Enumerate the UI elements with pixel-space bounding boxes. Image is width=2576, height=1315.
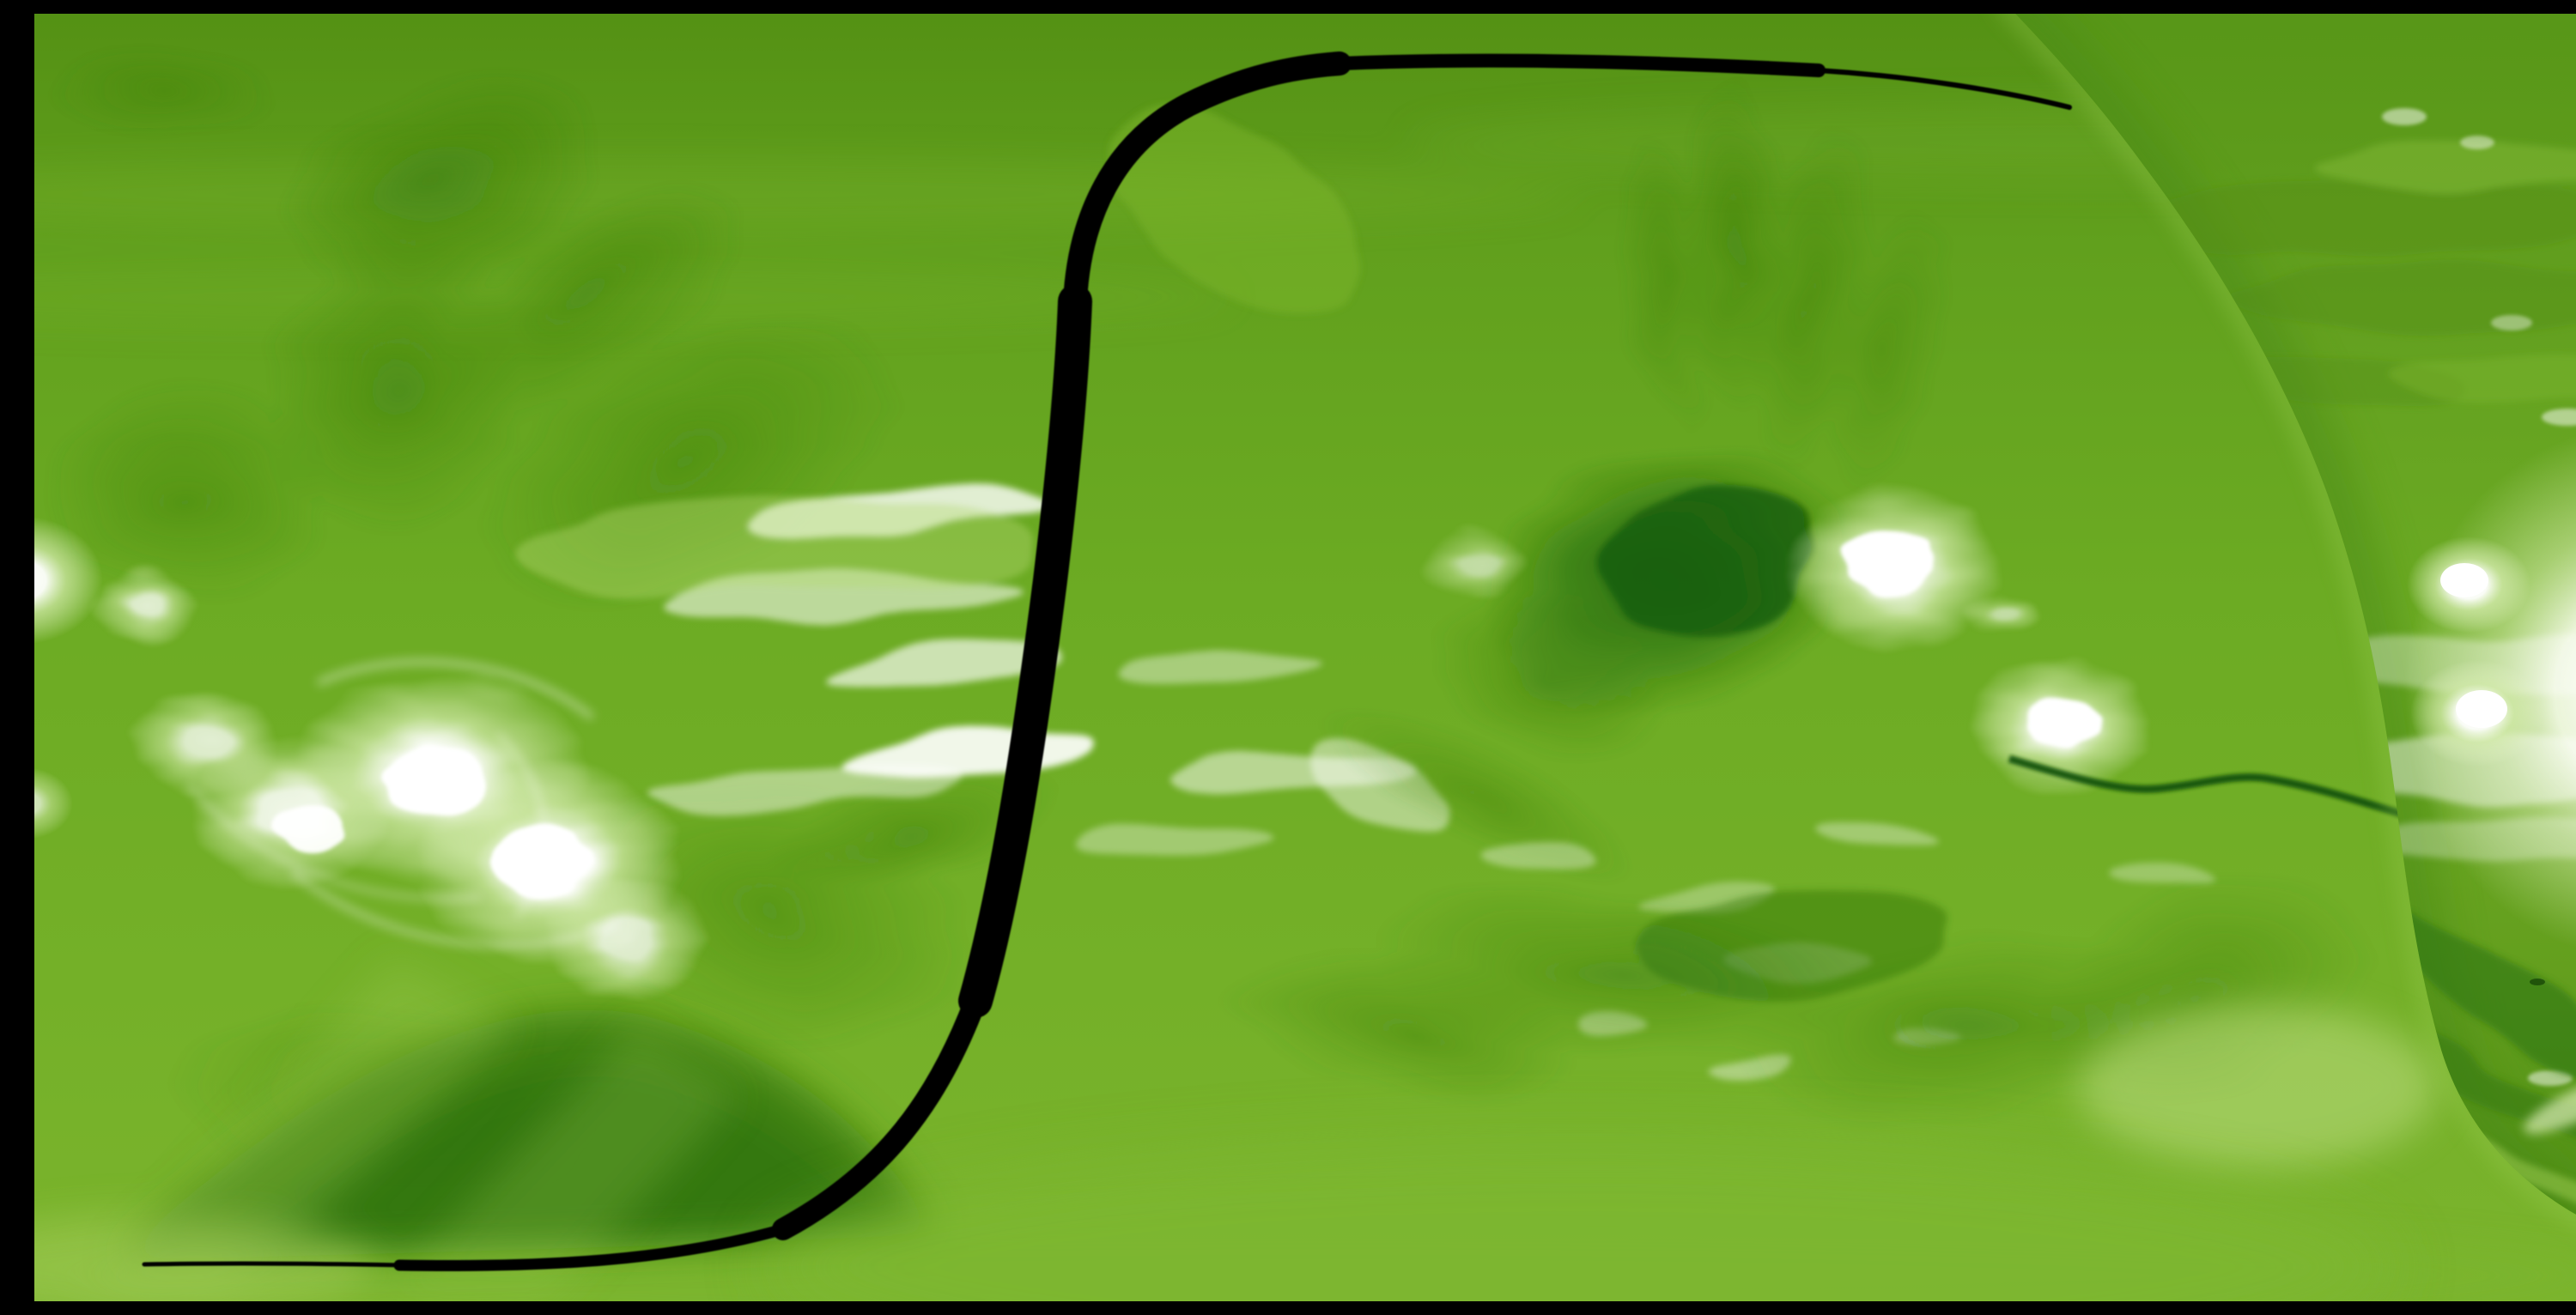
filament-channel xyxy=(2008,754,2425,825)
right-edge-white-glow xyxy=(2310,426,2576,958)
data-gap-seam xyxy=(142,52,2072,1272)
bottom-smooth-light xyxy=(764,1138,2396,1301)
solar-synoptic-map-image xyxy=(34,14,2576,1301)
overlay-white-specks xyxy=(2382,108,2576,1086)
left-edge-plage xyxy=(34,516,103,645)
seam-top-corner xyxy=(1063,52,1352,313)
lower-left-light-fan xyxy=(34,958,738,1301)
overlay-pale-wisp xyxy=(2524,1074,2576,1134)
glow-under-corner xyxy=(2078,1005,2439,1168)
overlay-top-streaks xyxy=(2104,146,2576,410)
overlay-dark-speck xyxy=(2530,979,2545,985)
middle-segment xyxy=(764,78,2439,1301)
solar-map-canvas xyxy=(34,14,2576,1301)
central-dark-region xyxy=(1320,442,1856,880)
seam-top-thin xyxy=(1816,68,2072,110)
middle-top-fan xyxy=(1109,78,1952,487)
seam-vertical xyxy=(958,284,1092,1018)
seam-top xyxy=(1333,53,1826,77)
left-edge-plage-small xyxy=(34,767,73,839)
left-active-region xyxy=(34,516,708,1001)
plage-fibrils xyxy=(186,658,620,948)
seam-bottom xyxy=(393,1223,789,1272)
right-overlay-segment xyxy=(1999,14,2576,1244)
seam-bottom-corner xyxy=(772,990,987,1240)
seam-bottom-thin xyxy=(142,1261,406,1268)
